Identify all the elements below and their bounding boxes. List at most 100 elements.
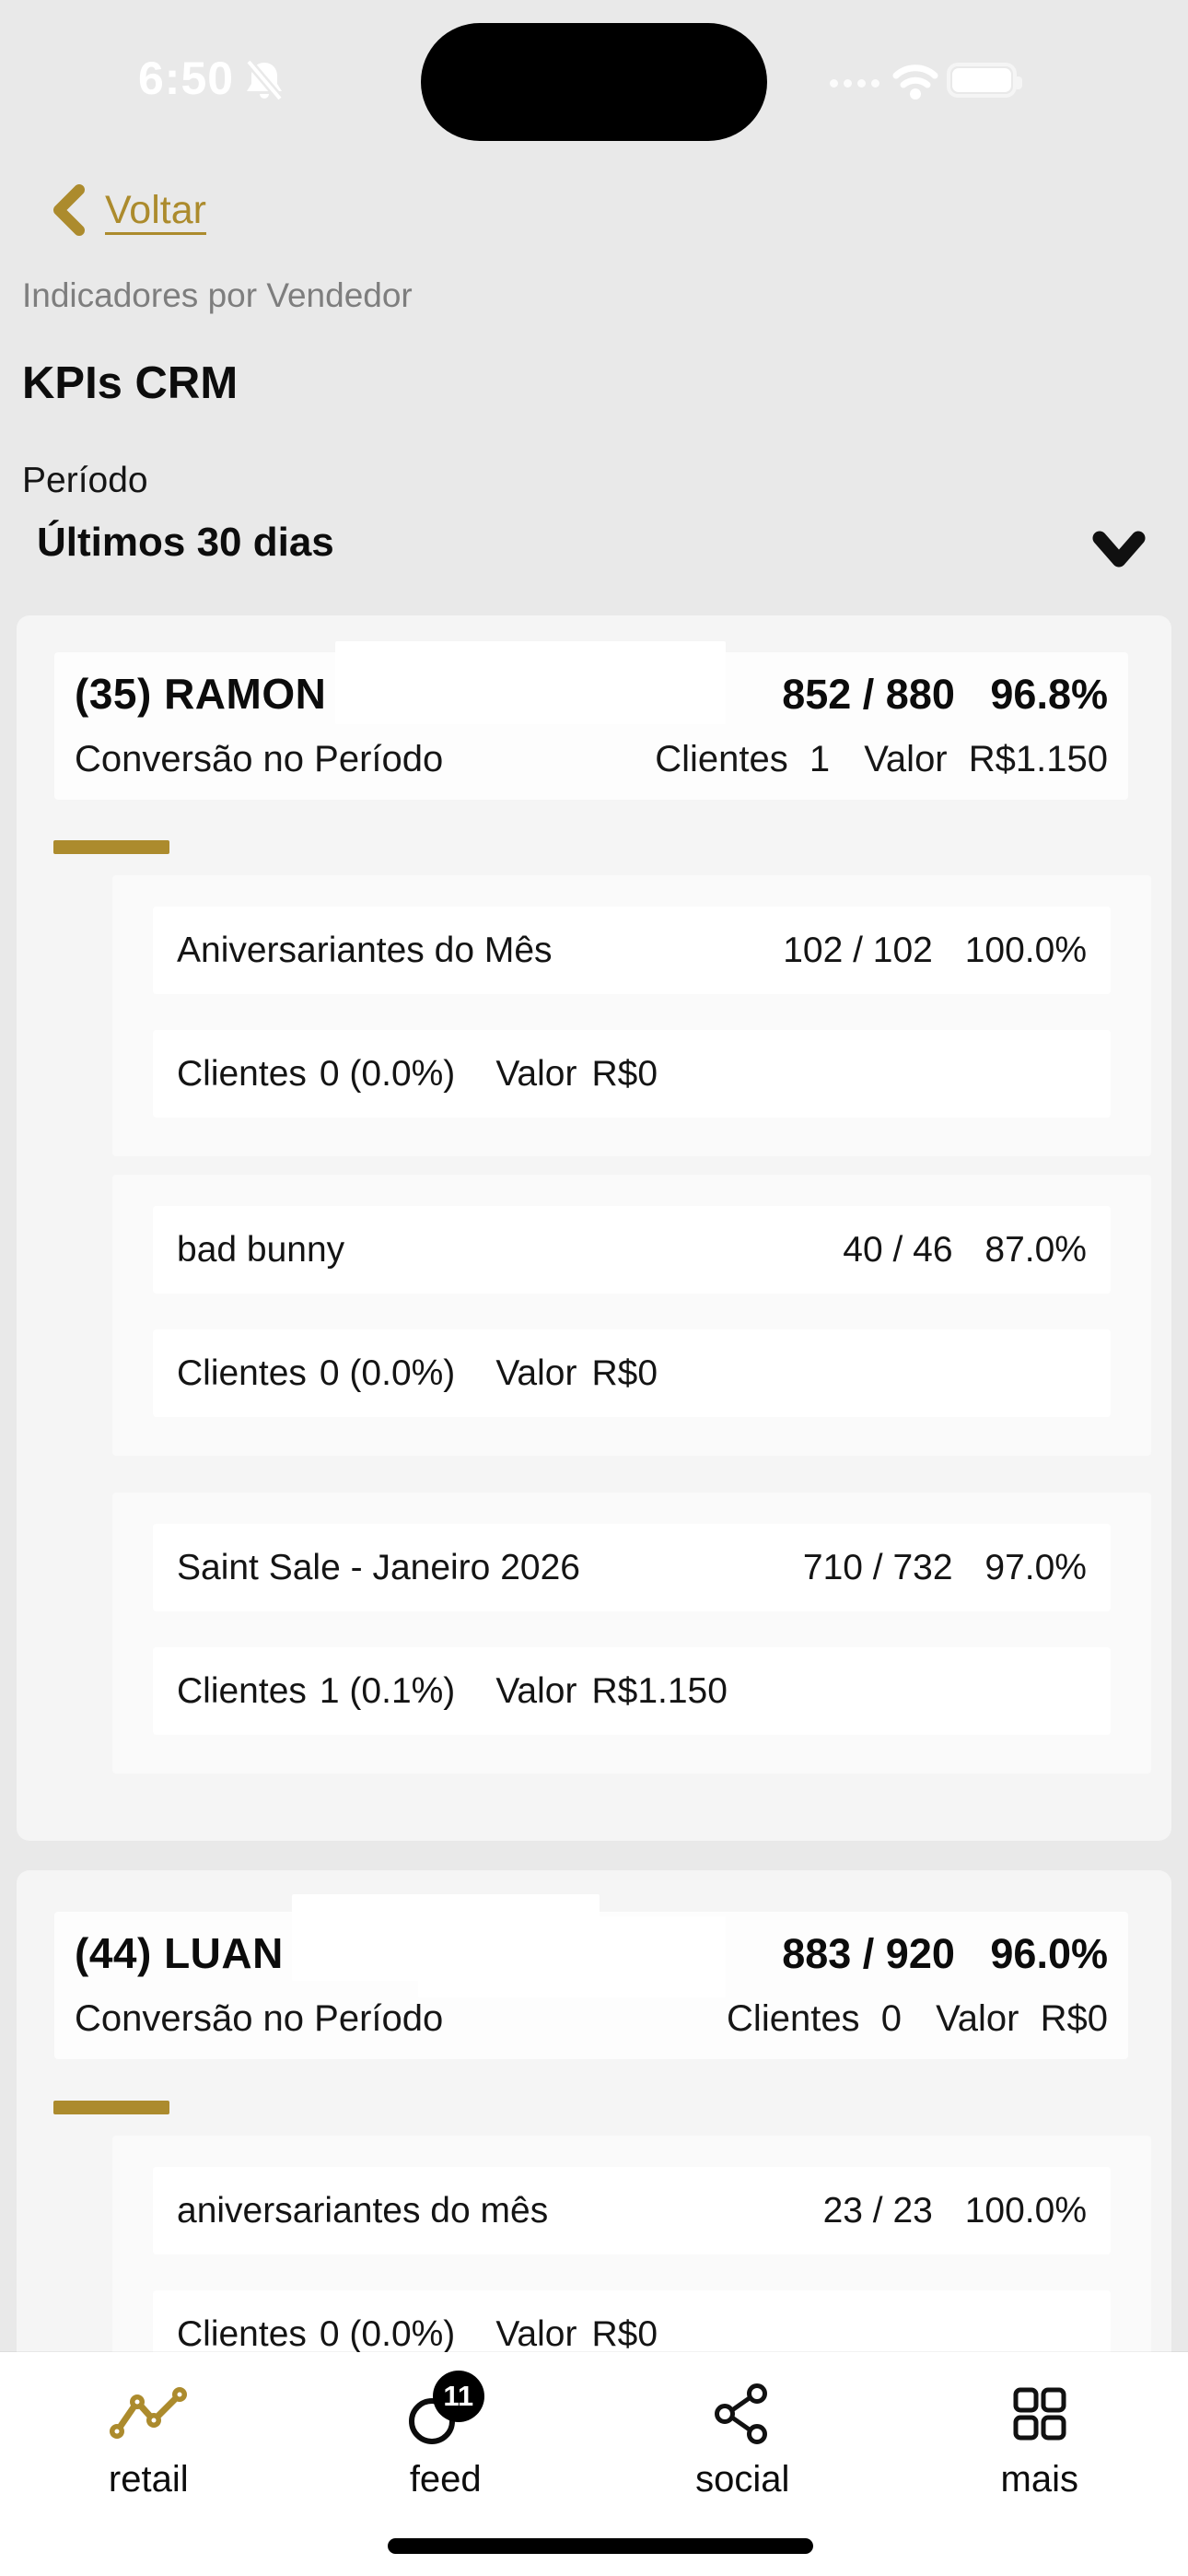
valor-label: Valor bbox=[495, 1352, 577, 1393]
valor-value: R$0 bbox=[591, 1352, 658, 1393]
home-indicator[interactable] bbox=[388, 2538, 813, 2554]
back-label: Voltar bbox=[105, 187, 206, 232]
campaign-stats: 102 / 102 100.0% bbox=[783, 931, 1087, 971]
period-value: Últimos 30 dias bbox=[37, 520, 334, 565]
period-select[interactable]: Últimos 30 dias bbox=[0, 512, 1188, 590]
page-title: KPIs CRM bbox=[22, 358, 239, 408]
signal-dot bbox=[830, 79, 838, 88]
campaign-title-row: Saint Sale - Janeiro 2026 710 / 732 97.0… bbox=[153, 1524, 1111, 1611]
vendor-stats: 883 / 920 96.0% bbox=[782, 1930, 1108, 1978]
redaction-overlay bbox=[418, 1916, 726, 1997]
vendor-name: (44) LUAN bbox=[75, 1929, 284, 1977]
vendor-header-line2: Conversão no Período Clientes 1 Valor R$… bbox=[75, 739, 1108, 780]
wifi-icon bbox=[892, 64, 938, 100]
clients-label: Clientes bbox=[177, 1352, 307, 1393]
clients-label: Clientes bbox=[727, 1998, 860, 2039]
campaign-percent: 100.0% bbox=[964, 930, 1087, 970]
campaign-stats: 40 / 46 87.0% bbox=[843, 1230, 1087, 1270]
valor-value: R$1.150 bbox=[591, 1670, 728, 1711]
redaction-overlay bbox=[335, 641, 726, 724]
clients-label: Clientes bbox=[655, 739, 788, 779]
tab-label: retail bbox=[108, 2459, 189, 2500]
campaign-card: bad bunny 40 / 46 87.0% Clientes 0 (0.0%… bbox=[112, 1175, 1151, 1456]
period-label: Período bbox=[22, 461, 148, 500]
campaign-stats: 23 / 23 100.0% bbox=[823, 2191, 1087, 2231]
campaign-ratio: 23 / 23 bbox=[822, 2190, 933, 2231]
tab-social[interactable]: social bbox=[594, 2352, 891, 2576]
tab-mais[interactable]: mais bbox=[891, 2352, 1188, 2576]
valor-label: Valor bbox=[864, 739, 948, 779]
battery-cap bbox=[1017, 76, 1022, 89]
campaign-clients-row: Clientes 1 (0.1%) Valor R$1.150 bbox=[153, 1647, 1111, 1735]
campaign-stats: 710 / 732 97.0% bbox=[803, 1548, 1087, 1588]
vendor-subtitle: Conversão no Período bbox=[75, 739, 444, 779]
vendor-percent: 96.8% bbox=[990, 671, 1108, 718]
campaign-clients-row: Clientes 0 (0.0%) Valor R$0 bbox=[153, 1030, 1111, 1118]
vendor-summary: Clientes 1 Valor R$1.150 bbox=[655, 739, 1108, 780]
valor-label: Valor bbox=[495, 2313, 577, 2354]
campaign-clients-row: Clientes 0 (0.0%) Valor R$0 bbox=[153, 1329, 1111, 1417]
share-icon bbox=[714, 2383, 771, 2444]
tab-label: feed bbox=[409, 2459, 482, 2500]
back-link[interactable]: Voltar bbox=[48, 182, 206, 238]
vendor-header-line1: (35) RAMON 852 / 880 96.8% bbox=[75, 669, 1108, 719]
valor-label: Valor bbox=[495, 1053, 577, 1094]
breadcrumb: Indicadores por Vendedor bbox=[22, 276, 413, 314]
vendor-name: (35) RAMON bbox=[75, 670, 327, 718]
valor-value: R$0 bbox=[1040, 1998, 1108, 2039]
tab-label: social bbox=[695, 2459, 790, 2500]
tab-feed[interactable]: 11 feed bbox=[297, 2352, 595, 2576]
line-chart-icon bbox=[110, 2383, 188, 2444]
tab-retail[interactable]: retail bbox=[0, 2352, 297, 2576]
valor-value: R$0 bbox=[591, 2313, 658, 2354]
campaign-percent: 97.0% bbox=[984, 1547, 1087, 1587]
campaign-title-row: Aniversariantes do Mês 102 / 102 100.0% bbox=[153, 907, 1111, 994]
cellular-signal-icon bbox=[830, 79, 879, 88]
campaign-percent: 100.0% bbox=[964, 2190, 1087, 2231]
campaign-ratio: 102 / 102 bbox=[783, 930, 933, 970]
vendor-ratio: 852 / 880 bbox=[782, 671, 955, 718]
accent-divider bbox=[53, 840, 169, 854]
campaign-card: Saint Sale - Janeiro 2026 710 / 732 97.0… bbox=[112, 1493, 1151, 1774]
campaign-ratio: 40 / 46 bbox=[843, 1229, 953, 1270]
campaign-ratio: 710 / 732 bbox=[802, 1547, 953, 1587]
clients-label: Clientes bbox=[177, 2313, 307, 2354]
campaign-name: bad bunny bbox=[177, 1229, 345, 1270]
vendor-header-line2: Conversão no Período Clientes 0 Valor R$… bbox=[75, 1998, 1108, 2040]
campaign-name: Aniversariantes do Mês bbox=[177, 930, 553, 970]
vendor-summary: Clientes 0 Valor R$0 bbox=[727, 1998, 1108, 2040]
valor-label: Valor bbox=[495, 1670, 577, 1711]
battery-icon bbox=[947, 63, 1022, 98]
campaign-title-row: aniversariantes do mês 23 / 23 100.0% bbox=[153, 2167, 1111, 2254]
accent-divider bbox=[53, 2101, 169, 2114]
clients-value: 0 (0.0%) bbox=[319, 1352, 456, 1393]
tab-label: mais bbox=[1000, 2459, 1078, 2500]
bell-icon: 11 bbox=[407, 2371, 484, 2444]
valor-value: R$0 bbox=[591, 1053, 658, 1094]
vendor-stats: 852 / 880 96.8% bbox=[782, 671, 1108, 719]
signal-dot bbox=[857, 79, 866, 88]
signal-dot bbox=[844, 79, 852, 88]
vendor-header-line1: (44) LUAN 883 / 920 96.0% bbox=[75, 1928, 1108, 1978]
campaign-title-row: bad bunny 40 / 46 87.0% bbox=[153, 1206, 1111, 1294]
dynamic-island bbox=[421, 23, 767, 141]
clients-value: 1 bbox=[809, 739, 831, 779]
campaign-card: Aniversariantes do Mês 102 / 102 100.0% … bbox=[112, 875, 1151, 1156]
notifications-muted-icon bbox=[245, 59, 284, 101]
grid-icon bbox=[1011, 2383, 1068, 2444]
chevron-down-icon bbox=[1092, 531, 1146, 568]
clients-value: 0 (0.0%) bbox=[319, 1053, 456, 1094]
clients-value: 0 (0.0%) bbox=[319, 2313, 456, 2354]
clients-value: 1 (0.1%) bbox=[319, 1670, 456, 1711]
clients-value: 0 bbox=[880, 1998, 902, 2039]
notification-badge: 11 bbox=[432, 2371, 484, 2422]
campaign-name: aniversariantes do mês bbox=[177, 2190, 549, 2231]
valor-label: Valor bbox=[936, 1998, 1019, 2039]
clients-label: Clientes bbox=[177, 1053, 307, 1094]
back-chevron-icon bbox=[53, 184, 85, 236]
campaign-name: Saint Sale - Janeiro 2026 bbox=[177, 1547, 580, 1587]
vendor-card: (35) RAMON 852 / 880 96.8% Conversão no … bbox=[17, 615, 1171, 1841]
valor-value: R$1.150 bbox=[968, 739, 1108, 779]
campaign-percent: 87.0% bbox=[984, 1229, 1087, 1270]
